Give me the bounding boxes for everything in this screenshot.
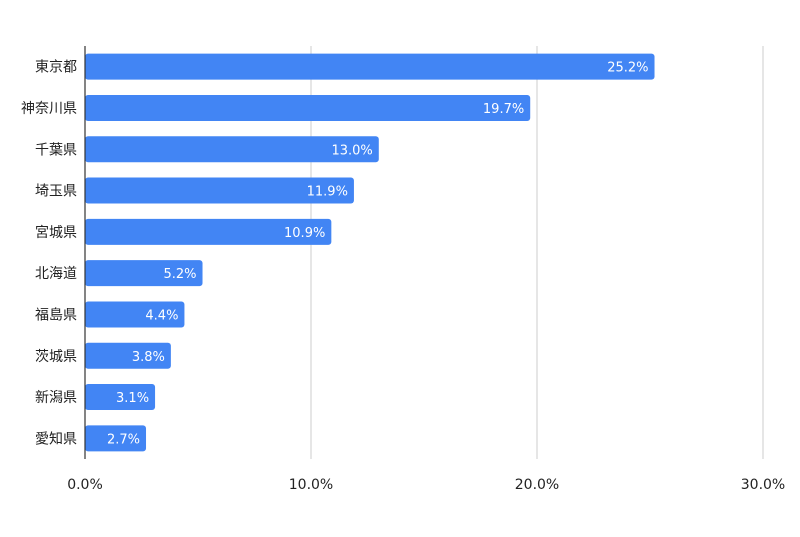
x-tick-label: 0.0% [67,477,103,493]
labels: 0.0% 10.0% 20.0% 30.0% 東京都 25.2% 神奈川県 19.7% 千葉県 1… [21,60,785,493]
category-label: 宮城県 [35,225,77,241]
data-label: 3.8% [132,350,165,365]
category-label: 埼玉県 [35,184,77,200]
bar [85,53,655,80]
data-label: 2.7% [107,432,140,447]
bar [85,177,354,204]
bar [85,425,147,452]
data-label: 10.9% [284,226,325,241]
bar [85,136,379,163]
category-label: 神奈川県 [21,101,77,117]
data-label: 5.2% [163,267,196,282]
bar [85,384,156,411]
bar [85,218,332,245]
category-label: 愛知県 [35,430,77,447]
data-label: 19.7% [483,102,524,117]
bars [85,53,655,452]
category-label: 北海道 [35,266,77,282]
category-label: 福島県 [35,307,77,323]
data-label: 25.2% [607,61,648,76]
data-label: 4.4% [145,308,178,323]
data-label: 3.1% [116,391,149,406]
category-label: 新潟県 [35,390,77,406]
x-tick-label: 10.0% [289,477,333,493]
bar [85,260,203,287]
data-label: 13.0% [331,143,372,158]
x-tick-label: 30.0% [741,477,785,493]
bar [85,301,185,328]
category-label: 千葉県 [35,142,77,158]
bar [85,342,171,369]
x-tick-label: 20.0% [515,477,559,493]
data-label: 11.9% [307,185,348,200]
bar [85,94,531,121]
category-label: 東京都 [35,60,77,76]
category-label: 茨城県 [35,349,77,365]
